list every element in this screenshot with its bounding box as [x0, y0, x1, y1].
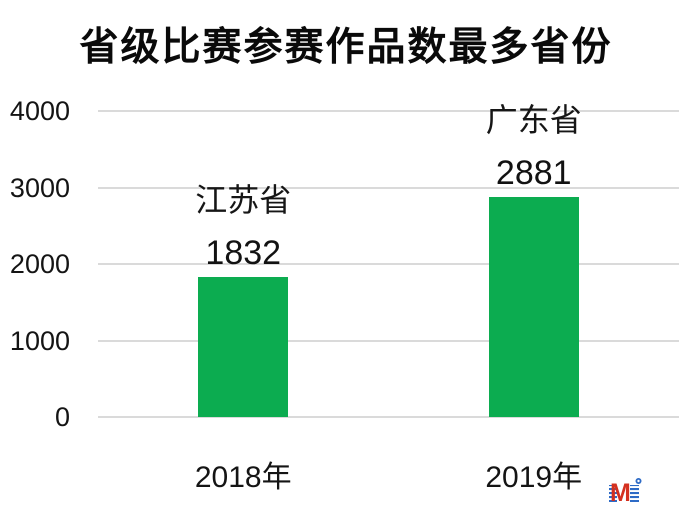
m-logo-watermark-icon: M — [608, 476, 642, 507]
gridline — [98, 263, 679, 265]
y-tick-label: 3000 — [9, 172, 70, 203]
x-axis: 2018年 2019年 — [98, 452, 679, 494]
gridline — [98, 186, 679, 189]
bar-value-label: 2881 — [495, 153, 572, 192]
gridline — [98, 339, 679, 342]
bar-province-label: 江苏省 — [195, 181, 292, 218]
gridline — [98, 416, 679, 418]
bar-value-label: 1832 — [205, 233, 282, 272]
gridline — [98, 110, 679, 112]
x-tick-label: 2019年 — [485, 461, 583, 494]
chart-title: 省级比赛参赛作品数最多省份 — [79, 26, 613, 69]
y-tick-label: 1000 — [9, 325, 70, 356]
y-tick-label: 2000 — [9, 249, 70, 279]
bar-label-stack: 广东省 2881 — [424, 95, 644, 193]
plot-area: 江苏省 1832 广东省 2881 — [98, 102, 679, 418]
bar-label-stack: 江苏省 1832 — [133, 175, 353, 273]
y-tick-label: 4000 — [9, 96, 70, 126]
bar-province-label: 广东省 — [485, 101, 582, 138]
y-tick-label: 0 — [54, 402, 70, 432]
x-tick-label: 2018年 — [194, 461, 292, 494]
bar-2019年 — [488, 196, 579, 417]
bar-2018年 — [198, 276, 289, 417]
y-axis: 4000 3000 2000 1000 0 — [0, 0, 70, 510]
svg-text:M: M — [610, 479, 631, 504]
